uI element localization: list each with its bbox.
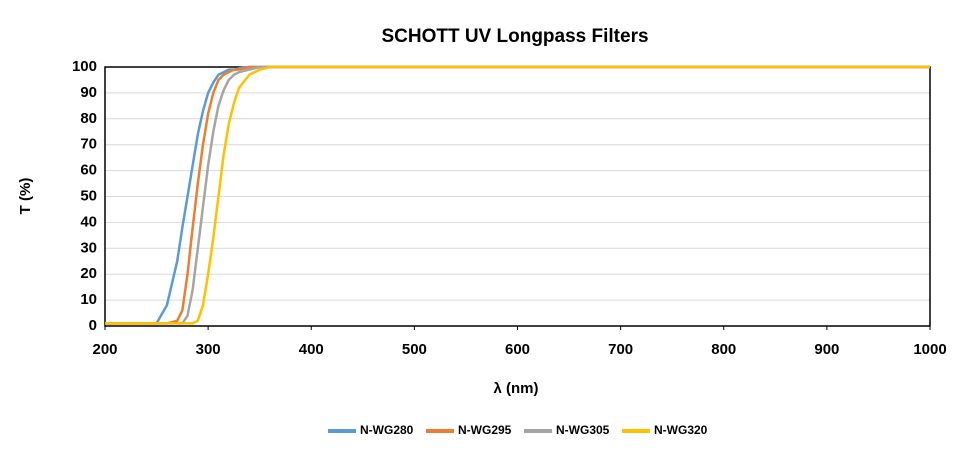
y-tick-label: 100	[72, 58, 97, 75]
y-tick-label: 70	[80, 136, 97, 153]
legend-label: N-WG295	[458, 423, 512, 437]
y-tick-label: 80	[80, 110, 97, 127]
series-line	[105, 65, 930, 325]
legend-label: N-WG305	[556, 423, 610, 437]
x-tick-label: 700	[608, 341, 633, 358]
y-tick-label: 90	[80, 84, 97, 101]
y-tick-label: 40	[80, 213, 97, 230]
x-tick-label: 800	[711, 341, 736, 358]
x-tick-label: 600	[505, 341, 530, 358]
legend-label: N-WG280	[360, 423, 414, 437]
y-tick-label: 0	[89, 317, 97, 334]
y-tick-label: 20	[80, 265, 97, 282]
y-tick-label: 30	[80, 239, 97, 256]
x-tick-label: 900	[814, 341, 839, 358]
chart-title: SCHOTT UV Longpass Filters	[381, 26, 648, 47]
series-line	[105, 65, 930, 325]
y-tick-label: 60	[80, 162, 97, 179]
x-tick-label: 200	[92, 341, 117, 358]
y-axis-label: T (%)	[17, 178, 34, 215]
legend-label: N-WG320	[654, 423, 708, 437]
y-tick-label: 10	[80, 291, 97, 308]
series-line	[105, 65, 930, 325]
x-axis-label: λ (nm)	[494, 380, 539, 397]
y-tick-label: 50	[80, 187, 97, 204]
x-tick-label: 400	[299, 341, 324, 358]
x-tick-label: 1000	[913, 341, 946, 358]
x-tick-label: 500	[402, 341, 427, 358]
series-line	[105, 65, 930, 325]
x-tick-label: 300	[196, 341, 221, 358]
